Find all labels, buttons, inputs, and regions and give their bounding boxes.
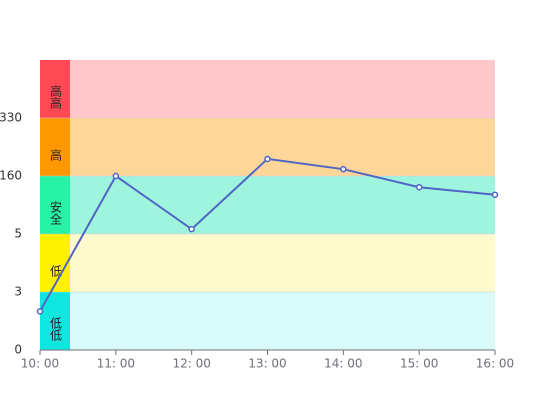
point <box>188 225 195 233</box>
y-tick-label: 0 <box>14 343 22 357</box>
band-label: 低低 <box>49 317 63 342</box>
point <box>491 191 499 198</box>
band <box>40 176 495 234</box>
y-tick-label: 160 <box>0 169 22 183</box>
band-label: 低 <box>49 265 63 278</box>
x-tick-label: 10: 00 <box>21 357 59 371</box>
band <box>40 118 495 176</box>
band-label: 高 <box>49 148 63 162</box>
x-tick-label: 13: 00 <box>248 357 286 371</box>
band-strip <box>40 118 70 176</box>
y-tick-label: 330 <box>0 111 22 125</box>
x-tick-label: 16: 00 <box>476 357 514 371</box>
x-tick-label: 11: 00 <box>97 357 135 371</box>
y-tick-label: 3 <box>14 285 22 299</box>
point <box>36 308 44 315</box>
x-tick-label: 14: 00 <box>324 357 362 371</box>
point <box>112 172 120 180</box>
band-label: 安全 <box>49 200 63 225</box>
band-strip <box>40 234 70 292</box>
x-tick-label: 15: 00 <box>400 357 438 371</box>
band-label: 高高 <box>49 84 63 110</box>
band-strip <box>40 60 70 118</box>
point <box>340 165 347 173</box>
point <box>415 183 423 191</box>
point <box>264 155 271 163</box>
y-tick-label: 5 <box>14 227 22 241</box>
band <box>40 60 495 118</box>
band-strip <box>40 176 70 234</box>
band <box>40 292 495 350</box>
band <box>40 234 495 292</box>
x-tick-label: 12: 00 <box>172 357 210 371</box>
